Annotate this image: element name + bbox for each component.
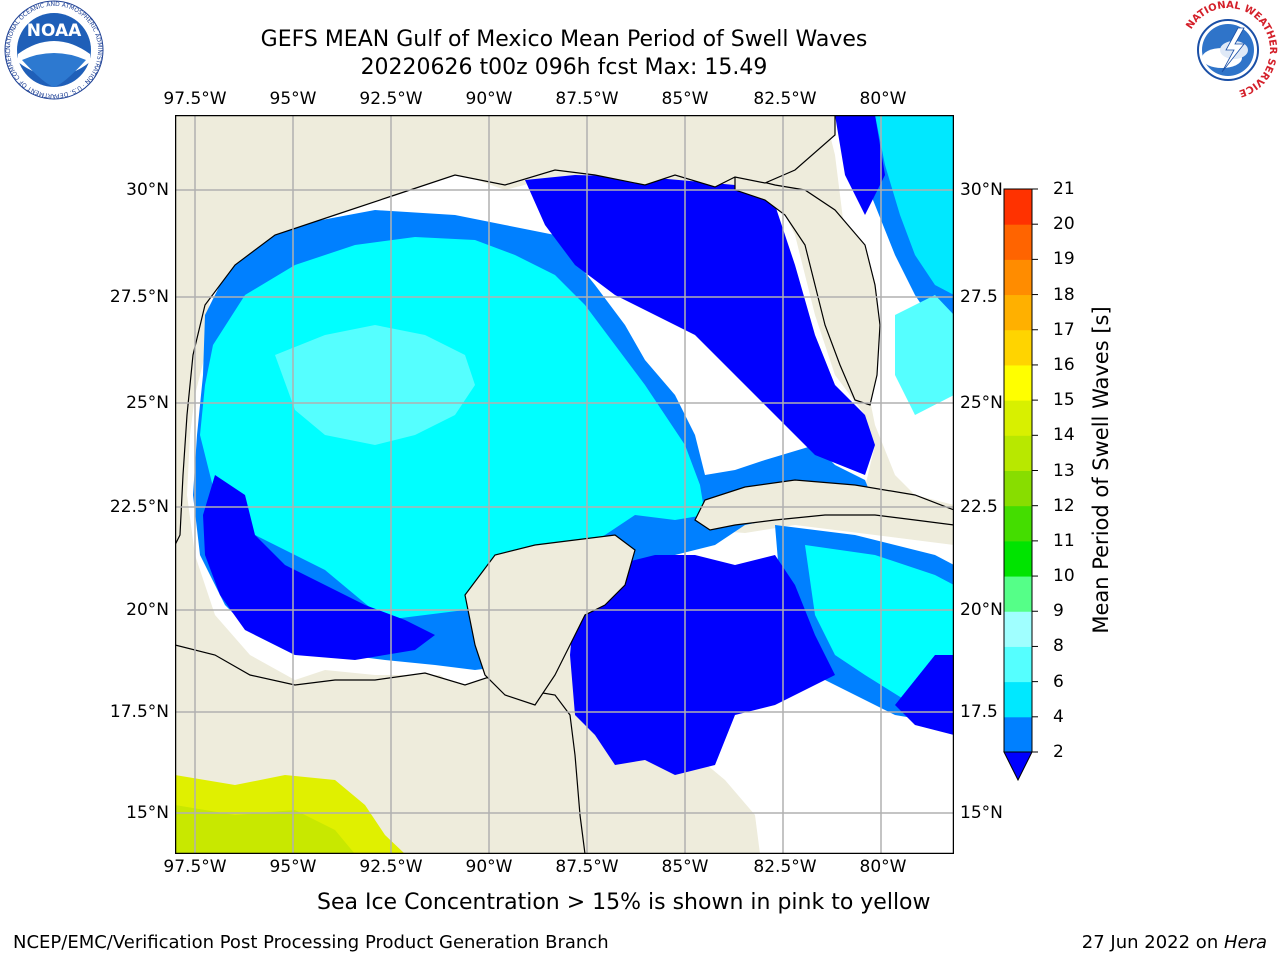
colorbar-segment (1004, 646, 1032, 683)
colorbar-segment (1004, 540, 1032, 577)
colorbar-segment (1004, 681, 1032, 718)
map-frame (174, 114, 955, 855)
lon-label-bottom: 87.5°W (555, 857, 619, 877)
map-grid (175, 115, 954, 854)
lon-label-top: 80°W (859, 89, 907, 109)
lat-label-left: 17.5°N (109, 702, 169, 722)
colorbar-segment (1004, 259, 1032, 296)
lon-label-top: 87.5°W (555, 89, 619, 109)
colorbar-tick-label: 12 (1053, 495, 1075, 516)
colorbar-segment (1004, 224, 1032, 260)
noaa-text: NOAA (27, 21, 82, 41)
colorbar-tick-label: 16 (1053, 354, 1075, 375)
colorbar-tick-label: 21 (1053, 179, 1075, 199)
colorbar-tick-label: 14 (1053, 425, 1075, 446)
colorbar-segment (1004, 470, 1032, 507)
lon-label-bottom: 97.5°W (163, 857, 227, 877)
swell-band-6-8 (275, 325, 475, 445)
map-panel (174, 114, 955, 855)
lon-label-top: 85°W (661, 89, 709, 109)
land-us-coast (175, 115, 836, 546)
lon-label-bottom: 85°W (661, 857, 709, 877)
colorbar-segment (1004, 716, 1032, 753)
lon-label-top: 82.5°W (753, 89, 817, 109)
lon-label-bottom: 95°W (269, 857, 317, 877)
colorbar-segment (1004, 400, 1032, 436)
colorbar-tick-label: 20 (1053, 214, 1075, 235)
colorbar-tick-label: 19 (1053, 249, 1075, 270)
lon-label-top: 97.5°W (163, 89, 227, 109)
colorbar-tick-label: 11 (1053, 530, 1075, 551)
lon-label-top: 90°W (465, 89, 513, 109)
colorbar-tick-label: 13 (1053, 460, 1075, 481)
sea-ice-area-inner (175, 805, 355, 854)
lon-label-bottom: 80°W (859, 857, 907, 877)
footer-host: Hera (1223, 932, 1267, 953)
colorbar-segment (1004, 329, 1032, 366)
lon-label-top: 92.5°W (359, 89, 423, 109)
swell-under-2-eastgulf (525, 175, 875, 475)
colorbar-tick-label: 4 (1053, 706, 1064, 727)
footer-date: 27 Jun 2022 on (1081, 932, 1224, 953)
lon-label-top: 95°W (269, 89, 317, 109)
colorbar-segment (1004, 189, 1032, 225)
colorbar-tick-label: 6 (1053, 671, 1064, 692)
colorbar-label: Mean Period of Swell Waves [s] (1089, 306, 1113, 634)
lat-label-right: 22.5 (960, 497, 998, 517)
lat-label-right: 20°N (960, 600, 1003, 620)
colorbar-tick-label: 15 (1053, 390, 1075, 411)
swell-under-2-westgulf (203, 475, 435, 660)
lat-label-right: 27.5 (960, 287, 998, 307)
land-yucatan (464, 534, 636, 706)
lon-label-bottom: 82.5°W (753, 857, 817, 877)
lat-label-right: 17.5 (960, 702, 998, 722)
swell-under-2-se (895, 655, 954, 735)
lat-label-left: 22.5°N (109, 497, 169, 517)
swell-band-4-6 (200, 237, 705, 620)
colorbar-segment (1004, 364, 1032, 401)
colorbar-tick-label: 8 (1053, 636, 1064, 657)
lat-label-right: 25°N (960, 393, 1003, 413)
colorbar-tick-label: 17 (1053, 319, 1075, 340)
colorbar-tick-label: 9 (1053, 601, 1064, 622)
chart-title: GEFS MEAN Gulf of Mexico Mean Period of … (260, 27, 868, 52)
colorbar-segment (1004, 505, 1032, 542)
lat-label-right: 30°N (960, 180, 1003, 200)
colorbar-segment (1004, 611, 1032, 647)
colorbar-tick-label: 18 (1053, 284, 1075, 305)
lat-label-left: 30°N (126, 180, 169, 200)
colorbar-tick-label: 10 (1053, 566, 1075, 587)
footer-right: 27 Jun 2022 on Hera (1082, 932, 1267, 953)
colorbar-under-triangle (1003, 751, 1033, 782)
colorbar-tick-label: 2 (1053, 742, 1064, 762)
colorbar-segment (1004, 576, 1032, 612)
lat-label-left: 15°N (126, 803, 169, 823)
swell-band-4-6-caribbean (805, 545, 954, 705)
nws-logo: NATIONAL WEATHER SERVICE (1178, 0, 1278, 100)
footer-left: NCEP/EMC/Verification Post Processing Pr… (13, 932, 609, 953)
lat-label-left: 25°N (126, 393, 169, 413)
swell-band-4-6-atlantic (875, 115, 954, 295)
colorbar-segment (1004, 435, 1032, 471)
colorbar-segment (1004, 294, 1032, 331)
lon-label-bottom: 92.5°W (359, 857, 423, 877)
lat-label-right: 15°N (960, 803, 1003, 823)
swell-band-6-8-east (895, 295, 954, 415)
land-cuba (694, 479, 954, 531)
chart-subtitle: 20220626 t00z 096h fcst Max: 15.49 (360, 55, 768, 80)
lat-label-left: 27.5°N (109, 287, 169, 307)
lat-label-left: 20°N (126, 600, 169, 620)
colorbar (1000, 185, 1040, 785)
noaa-logo: NATIONAL OCEANIC AND ATMOSPHERIC ADMINIS… (2, 0, 104, 100)
lon-label-bottom: 90°W (465, 857, 513, 877)
sea-ice-caption: Sea Ice Concentration > 15% is shown in … (317, 890, 931, 915)
